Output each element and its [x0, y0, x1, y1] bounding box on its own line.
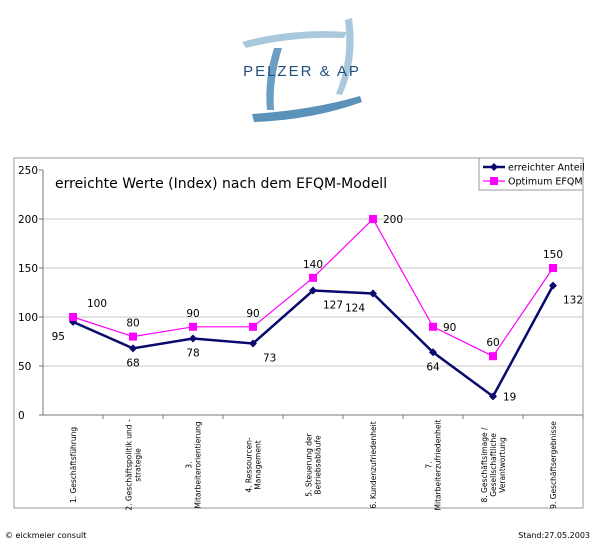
svg-text:PELZER & AP: PELZER & AP — [243, 63, 361, 80]
x-tick-label: 5. Steuerung der Betriebsabläufe — [305, 432, 323, 496]
data-point — [309, 286, 317, 295]
data-point — [429, 348, 437, 357]
data-label: 124 — [345, 302, 365, 314]
svg-text:7.: 7. — [425, 461, 434, 468]
data-point — [549, 264, 557, 272]
data-label: 90 — [186, 308, 199, 320]
data-point — [189, 322, 197, 331]
x-tick-label: 6. Kundenzufriedenheit — [369, 421, 378, 508]
x-tick-label: 4. Ressourcen- Management — [245, 437, 263, 493]
legend-label: erreichter Anteil — [508, 163, 585, 174]
data-label: 140 — [303, 259, 323, 271]
svg-text:8. Geschäftsimage /: 8. Geschäftsimage / — [480, 427, 489, 502]
chart-title: erreichte Werte (Index) nach dem EFQM-Mo… — [55, 176, 387, 192]
data-point — [369, 289, 377, 298]
data-point — [489, 352, 497, 361]
svg-text:Mitarbeiterzufriedenheit: Mitarbeiterzufriedenheit — [434, 419, 443, 510]
legend-marker — [490, 177, 498, 185]
svg-text:Gesellschaftliche: Gesellschaftliche — [489, 433, 498, 497]
x-tick-label: 1. Geschäftsführung — [69, 427, 78, 503]
data-label: 80 — [126, 318, 139, 330]
svg-text:strategie: strategie — [134, 448, 143, 482]
data-label: 200 — [383, 214, 403, 226]
data-point — [429, 322, 437, 331]
x-tick-label: 8. Geschäftsimage / Gesellschaftliche Vera… — [480, 427, 507, 502]
y-tick-label: 200 — [18, 214, 38, 226]
legend: erreichter Anteil Optimum EFQM — [478, 157, 585, 191]
y-tick-label: 0 — [18, 410, 25, 422]
data-point — [69, 313, 77, 321]
data-point — [309, 273, 317, 282]
x-tick-label: 3. Mitarbeiterorientierung — [185, 421, 203, 508]
svg-text:5. Steuerung der: 5. Steuerung der — [305, 432, 314, 496]
svg-text:2. Geschäftspolitik und -: 2. Geschäftspolitik und - — [125, 419, 134, 511]
company-logo: PELZER & AP — [242, 18, 362, 122]
data-label: 150 — [543, 249, 563, 261]
data-label: 73 — [263, 352, 276, 364]
x-tick-label: 9. Geschäftsergebnisse — [549, 421, 558, 509]
x-tick-label: 2. Geschäftspolitik und - strategie — [125, 419, 143, 511]
y-tick-label: 150 — [18, 263, 38, 275]
y-tick-label: 250 — [18, 165, 38, 177]
data-label: 90 — [443, 322, 456, 334]
y-tick-label: 100 — [18, 312, 38, 324]
data-point — [249, 339, 257, 348]
svg-text:Betriebsabläufe: Betriebsabläufe — [314, 435, 323, 495]
data-label: 100 — [87, 298, 107, 310]
svg-text:1. Geschäftsführung: 1. Geschäftsführung — [69, 427, 78, 503]
data-label: 95 — [52, 331, 65, 343]
data-label: 68 — [126, 357, 139, 369]
data-label: 64 — [426, 361, 440, 373]
svg-text:9. Geschäftsergebnisse: 9. Geschäftsergebnisse — [549, 421, 558, 509]
data-point — [489, 392, 497, 401]
data-point — [129, 344, 137, 353]
data-point — [249, 322, 257, 331]
svg-text:Mitarbeiterorientierung: Mitarbeiterorientierung — [194, 421, 203, 508]
legend-label: Optimum EFQM — [508, 177, 583, 188]
data-point — [189, 334, 197, 343]
data-label: 132 — [563, 295, 583, 307]
svg-text:Verantwortung: Verantwortung — [498, 437, 507, 493]
data-label: 90 — [246, 308, 259, 320]
data-point — [129, 332, 137, 341]
data-point — [549, 281, 557, 290]
data-label: 60 — [486, 337, 499, 349]
data-label: 78 — [186, 348, 199, 360]
data-point — [369, 215, 377, 223]
svg-text:3.: 3. — [185, 461, 194, 468]
date-stamp: Stand:27.05.2003 — [518, 531, 590, 540]
svg-text:Management: Management — [254, 440, 263, 489]
copyright-text: © eickmeier consult — [5, 531, 87, 540]
x-tick-label: 7. Mitarbeiterzufriedenheit — [425, 419, 443, 510]
y-tick-label: 50 — [18, 361, 31, 373]
legend-marker — [490, 163, 498, 171]
chart-frame — [13, 157, 584, 509]
svg-text:4. Ressourcen-: 4. Ressourcen- — [245, 437, 254, 493]
data-label: 127 — [323, 300, 343, 312]
svg-text:6. Kundenzufriedenheit: 6. Kundenzufriedenheit — [369, 421, 378, 508]
data-label: 19 — [503, 391, 516, 403]
